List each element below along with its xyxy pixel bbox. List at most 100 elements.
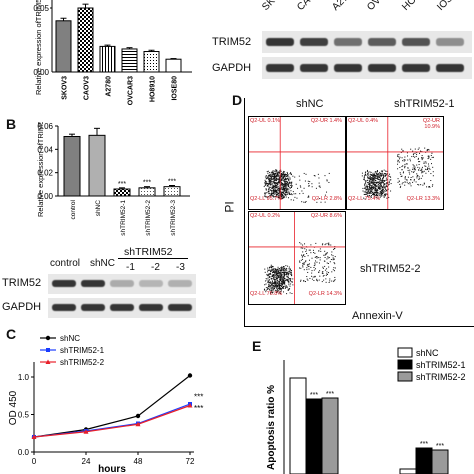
panelB-band-gapdh-4 (168, 304, 192, 311)
panelA-blot-gapdh (262, 57, 472, 79)
flow-0-ur: Q2-UR 1.4% (310, 118, 342, 124)
panelB-cat-1: shNC (95, 200, 102, 217)
panelD-frame (244, 98, 474, 327)
panelB-header-shNC: shNC (90, 258, 116, 269)
panelB-ylabel: Relative expression ofTRIM52 (36, 122, 45, 217)
panelE-bar-0-0 (289, 377, 307, 474)
panelB-cat-3: shTRIM52-2 (145, 200, 152, 236)
panelE-legend-1: shTRIM52-1 (416, 360, 466, 370)
panelB-header-control: control (50, 258, 81, 269)
panelC-ylabel: OD 450 (8, 390, 19, 425)
panelC-xtick-2: 48 (134, 457, 143, 466)
panelA-band-trim52-2 (334, 38, 362, 46)
panelE-bar-0-1 (305, 398, 323, 474)
flow-title-2: shTRIM52-2 (360, 263, 421, 275)
flow-1-ll: Q2-LL 75.4% (348, 196, 381, 202)
panelC-line-2 (33, 404, 191, 438)
panelA-band-trim52-4 (402, 38, 430, 46)
panelB-ann-3: *** (143, 180, 151, 187)
panelE-chart: Apoptosis ratio % *** *** *** *** shNC shTRI… (266, 347, 466, 474)
panelB-bar-2 (113, 188, 131, 197)
panelB-band-trim52-1 (81, 280, 105, 287)
panelA-chart: Relative expression ofTRIM52 0.00 0.05 S… (33, 0, 192, 105)
panelB-band-trim52-2 (110, 280, 134, 287)
flow-0-ul: Q2-UL 0.1% (250, 118, 281, 124)
panelB-sub-2: -2 (151, 262, 160, 273)
flow-1-ul: Q2-UL 0.4% (348, 118, 379, 124)
panelE-bar-1-2 (431, 449, 449, 474)
panelC-ytick-2: 1.0 (18, 373, 30, 382)
panelA-band-trim52-0 (266, 38, 294, 46)
panelA-cat-4: HO8910 (150, 76, 157, 102)
panelB-row1-label: TRIM52 (2, 277, 42, 289)
panelA-bar-3 (121, 48, 138, 73)
panelB-header-bracket (118, 258, 188, 259)
flow-2-ur: Q2-UR 8.6% (310, 213, 342, 219)
panelB-band-gapdh-0 (52, 304, 76, 311)
panelB-bar-4 (163, 186, 181, 197)
panelB-tick-1: 0.02 (37, 169, 53, 178)
panelC-line-1 (33, 403, 191, 438)
panelA-lane-5: IOSE80 (435, 0, 468, 13)
panelB-bar-1 (88, 134, 106, 197)
panelC-xlabel: hours (98, 464, 126, 474)
panelB-blot-gapdh (48, 298, 196, 318)
panelB-bar-3 (138, 187, 156, 197)
panelA-band-gapdh-0 (266, 64, 294, 72)
panelA-cat-2: A2780 (106, 76, 113, 97)
panelA-band-trim52-1 (300, 38, 328, 46)
panelC-point-0-3 (187, 373, 193, 378)
panelB-cat-0: control (70, 199, 77, 219)
panelB-cat-2: shTRIM52-1 (120, 200, 127, 236)
panelC-xtick-1: 24 (82, 457, 91, 466)
panelB-band-gapdh-3 (139, 304, 163, 311)
panelC-point-2-1 (83, 429, 89, 434)
panelE-ylabel: Apoptosis ratio % (266, 385, 277, 470)
panelE-ann-0-1: *** (310, 392, 318, 399)
flow-2-ul: Q2-UL 0.2% (250, 213, 281, 219)
flow-plot-1 (346, 116, 444, 210)
panelB-blot-trim52 (48, 274, 196, 294)
panelA-lane-3: OVCAR3 (365, 0, 402, 13)
panelA-lane-0: SKOV3 (260, 0, 291, 13)
panelB-label: B (6, 116, 17, 132)
panelA-bar-0 (55, 20, 72, 73)
panelB-band-gapdh-1 (81, 304, 105, 311)
panelB-band-trim52-0 (52, 280, 76, 287)
panelB-tick-0: 0.00 (37, 192, 53, 201)
panelB-ann-2: *** (118, 181, 126, 188)
panelA-bar-2 (99, 45, 116, 73)
panelA-band-gapdh-3 (368, 64, 396, 72)
panelA-lane-1: CAOV3 (295, 0, 327, 13)
panelC-line-0 (33, 375, 191, 438)
panelB-band-gapdh-2 (110, 304, 134, 311)
panelB-header-group: shTRIM52 (124, 246, 173, 258)
panelA-cat-5: IOSE80 (172, 76, 179, 101)
panelA-row2-label: GAPDH (212, 62, 252, 74)
panelC-point-2-0 (31, 434, 37, 439)
panelA-band-gapdh-2 (334, 64, 362, 72)
panelA-cat-1: CAOV3 (84, 76, 91, 100)
panelC-label: C (6, 326, 17, 342)
panelA-band-gapdh-5 (436, 64, 464, 72)
panelC-ann-1: *** (194, 404, 203, 413)
panelD-yaxis-label: PI (222, 201, 237, 213)
panelA-ylabel: Relative expression ofTRIM52 (34, 0, 43, 95)
panelE-label: E (252, 338, 262, 354)
panelC-legend-1: shTRIM52-1 (60, 346, 105, 355)
panelA-band-trim52-3 (368, 38, 396, 46)
panelA-lane-4: HO8910 (400, 0, 434, 13)
panelB-sub-3: -3 (176, 262, 185, 273)
flow-1-ur: Q2-UR 10.9% (422, 118, 440, 130)
panelA-tick-0: 0.00 (33, 68, 49, 77)
flow-title-1: shTRIM52-1 (394, 98, 455, 110)
panelA-band-gapdh-1 (300, 64, 328, 72)
panelB-cat-4: shTRIM52-3 (170, 200, 177, 236)
flow-plot-0 (248, 116, 346, 210)
panelD-xaxis-label: Annexin-V (352, 310, 403, 322)
panelE-bar-1-1 (415, 447, 433, 474)
panelA-tick-1: 0.05 (33, 4, 49, 13)
flow-1-lr: Q2-LR 13.3% (406, 196, 440, 202)
panelA-cat-3: OVCAR3 (128, 76, 135, 105)
